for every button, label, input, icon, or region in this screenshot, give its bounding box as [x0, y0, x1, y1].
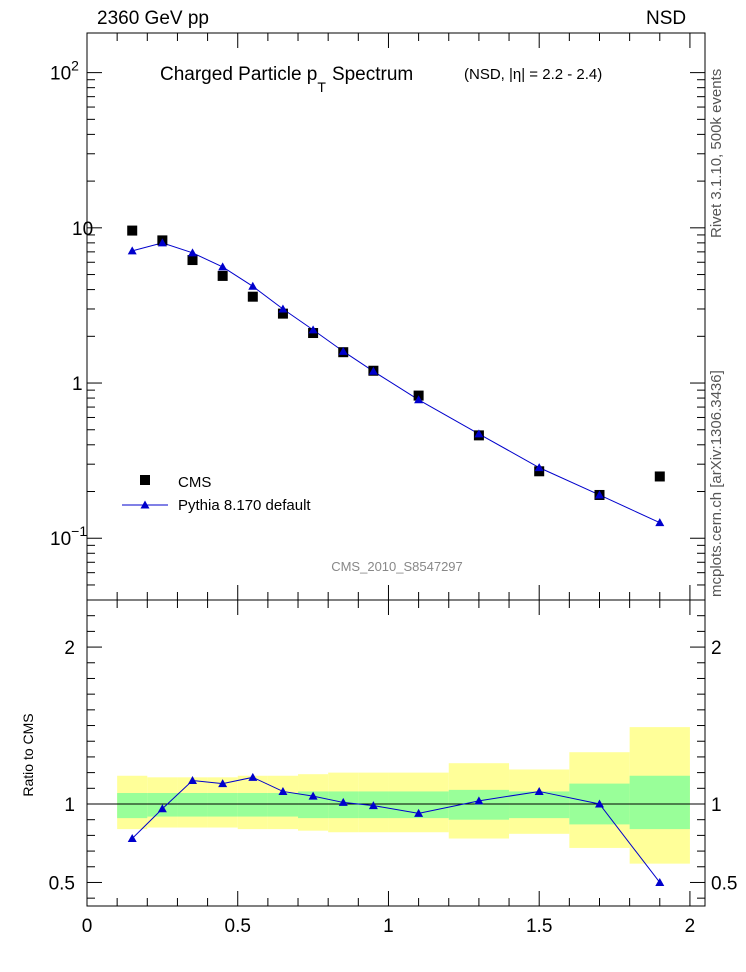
inner-uncertainty-band: [237, 793, 268, 817]
ratio-point: [594, 799, 604, 808]
main-y-tick-label: 10: [72, 219, 93, 240]
cms-data-point: [534, 466, 545, 477]
ratio-y-tick-label-right: 1: [711, 795, 722, 816]
main-y-tick-label: 102: [50, 58, 79, 85]
ratio-point: [127, 834, 137, 843]
legend-cms-label: CMS: [178, 474, 211, 491]
ratio-point: [474, 796, 484, 805]
ratio-point: [655, 877, 665, 886]
main-frame: [86, 32, 706, 601]
legend: CMS Pythia 8.170 default: [122, 474, 311, 514]
ratio-x-tick-label: 0: [82, 916, 93, 937]
pythia-point: [188, 248, 198, 257]
ratio-point: [414, 808, 424, 817]
chart-title: Charged Particle pTSpectrum: [160, 64, 413, 95]
cms-data-point: [187, 255, 198, 266]
cms-data-point: [247, 291, 258, 302]
main-panel: 102 10 1 10−1 Charged Particle pTSpectrum (…: [50, 32, 706, 601]
inner-uncertainty-band: [177, 793, 208, 817]
pythia-point: [368, 366, 378, 375]
pythia-point: [218, 262, 228, 271]
ratio-y-tick-label-right: 0.5: [711, 873, 737, 894]
ratio-y-tick-label: 1: [64, 795, 75, 816]
inner-uncertainty-band: [629, 775, 690, 830]
ratio-ylabel: Ratio to CMS: [20, 713, 36, 796]
pythia-line: [132, 242, 660, 524]
ratio-x-tick-label: 0.5: [225, 916, 251, 937]
ratio-panel: 0.5 0.5 1 1 2 2 0 0.5 1 1.5 2 Ratio to CMS: [20, 599, 737, 937]
cms-data-point: [127, 225, 138, 236]
inner-uncertainty-band: [267, 793, 299, 817]
main-y-tick-label: 1: [72, 374, 83, 395]
chart-subtitle: (NSD, |η| = 2.2 - 2.4): [464, 66, 602, 83]
ratio-point: [218, 779, 228, 788]
ratio-point: [308, 791, 318, 800]
ratio-frame: [86, 599, 706, 907]
ratio-point: [157, 804, 167, 813]
pythia-point: [338, 346, 348, 355]
cms-data-point: [277, 308, 288, 319]
ratio-x-tick-label: 1.5: [526, 916, 552, 937]
analysis-label: CMS_2010_S8547297: [331, 559, 463, 574]
pythia-point: [127, 246, 137, 255]
cms-data-point: [654, 471, 665, 482]
legend-cms-marker: [140, 475, 150, 485]
inner-uncertainty-band: [207, 793, 238, 817]
ratio-line: [131, 776, 661, 883]
energy-label: 2360 GeV pp: [97, 8, 209, 29]
ratio-y-tick-label: 2: [64, 638, 75, 659]
pythia-point: [534, 463, 544, 472]
ratio-point: [278, 786, 288, 795]
process-label: NSD: [646, 8, 687, 29]
ratio-point: [188, 775, 198, 784]
pythia-point: [655, 518, 665, 527]
ratio-point: [338, 797, 348, 806]
ratio-y-tick-label-right: 2: [711, 638, 722, 659]
pythia-point: [308, 325, 318, 334]
ratio-point: [248, 772, 258, 781]
ratio-y-tick-label: 0.5: [49, 873, 75, 894]
ratio-point: [368, 801, 378, 810]
legend-pythia-marker: [140, 500, 150, 509]
ratio-point: [534, 786, 544, 795]
ratio-x-tick-label: 2: [685, 916, 696, 937]
pythia-point: [157, 238, 167, 247]
inner-uncertainty-band: [117, 793, 148, 819]
cms-data-point: [217, 270, 228, 281]
pythia-point: [414, 395, 424, 404]
main-y-tick-label: 10−1: [50, 523, 87, 550]
pythia-point: [594, 490, 604, 499]
pythia-point: [278, 304, 288, 313]
pythia-point: [474, 429, 484, 438]
ratio-x-tick-label: 1: [383, 916, 394, 937]
pythia-point: [248, 281, 258, 290]
legend-pythia-label: Pythia 8.170 default: [178, 497, 311, 514]
